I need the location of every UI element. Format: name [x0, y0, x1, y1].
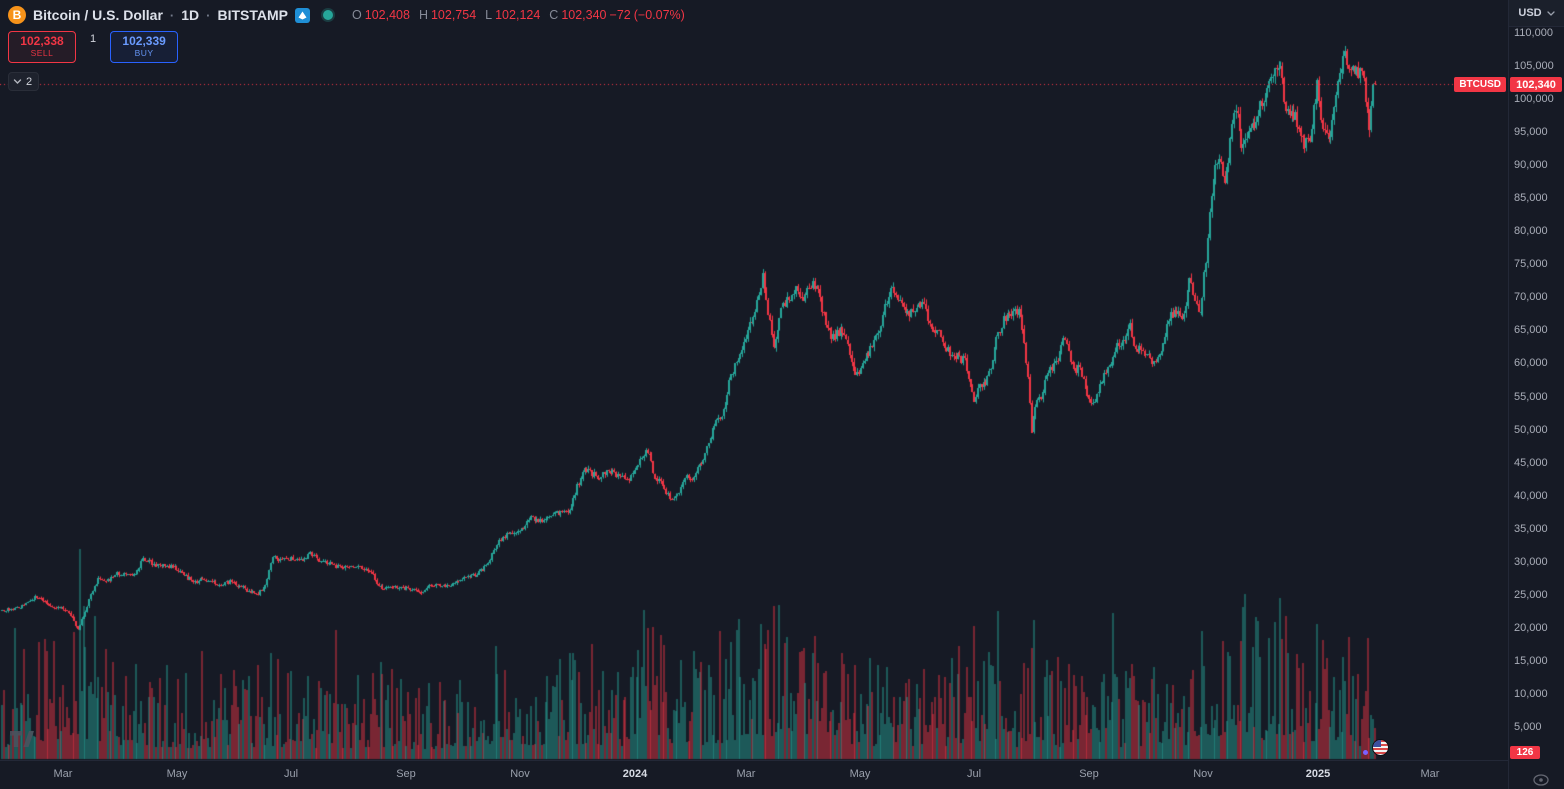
ohlc-low-label: L [485, 8, 493, 22]
time-tick-label: Nov [510, 768, 530, 780]
currency-label: USD [1518, 7, 1542, 19]
flag-blue-field [1373, 740, 1381, 747]
price-tick-label: 95,000 [1514, 126, 1548, 139]
market-status-icon[interactable] [323, 10, 334, 20]
scale-settings-icon[interactable] [1533, 773, 1549, 786]
change-percent: (−0.07%) [633, 8, 685, 22]
price-tick-label: 20,000 [1514, 621, 1548, 634]
time-tick-label: 2024 [622, 768, 648, 780]
price-axis[interactable]: USD 102,340 126 110,000 105,000 100,000 95,… [1508, 0, 1564, 789]
ohlc-readout: O 102,408 H 102,754 L 102,124 C 102,340 … [346, 8, 685, 22]
time-tick-label: Jul [283, 768, 299, 780]
price-tick-label: 5,000 [1514, 721, 1542, 733]
event-flag-icon[interactable] [1372, 739, 1389, 756]
volume-value-label: 126 [1510, 746, 1540, 759]
chevron-down-icon [13, 79, 22, 84]
symbol-title[interactable]: Bitcoin / U.S. Dollar [33, 7, 163, 23]
buy-label: BUY [134, 48, 154, 59]
time-tick-label: Sep [1079, 768, 1099, 780]
sell-label: SELL [30, 48, 54, 59]
price-tick-label: 85,000 [1514, 192, 1548, 205]
time-tick-label: 2025 [1305, 768, 1331, 780]
change-value: −72 [609, 8, 631, 22]
price-tick-label: 60,000 [1514, 357, 1548, 370]
price-tick-label: 25,000 [1514, 588, 1548, 601]
price-tick-label: 80,000 [1514, 225, 1548, 238]
trade-panel: 102,338 SELL 1 102,339 BUY [8, 31, 179, 63]
time-tick-label: May [166, 768, 188, 780]
time-axis[interactable]: Mar May Jul Sep Nov 2024 Mar May Jul Sep Nov 2025 Ma… [0, 760, 1508, 789]
currency-dropdown[interactable]: USD [1509, 0, 1564, 27]
time-tick-label: Mar [53, 768, 73, 780]
separator-dot: · [169, 7, 175, 23]
price-tick-label: 50,000 [1514, 423, 1548, 436]
price-tick-label: 35,000 [1514, 522, 1548, 535]
ohlc-open-label: O [352, 8, 362, 22]
sell-button[interactable]: 102,338 SELL [8, 31, 76, 63]
ohlc-open-value: 102,408 [364, 8, 410, 22]
interval-label[interactable]: 1D [181, 7, 200, 23]
time-tick-label: Mar [736, 768, 756, 780]
spread-value: 1 [90, 33, 97, 45]
price-tick-label: 110,000 [1514, 27, 1553, 39]
time-tick-label: Jul [966, 768, 982, 780]
price-line-symbol-label: BTCUSD [1454, 77, 1506, 92]
price-tick-label: 40,000 [1514, 489, 1548, 502]
chevron-down-icon [1546, 10, 1555, 16]
bitcoin-icon: B [8, 6, 26, 24]
time-tick-label: May [849, 768, 871, 780]
price-tick-label: 65,000 [1514, 324, 1548, 337]
time-tick-label: Mar [1420, 768, 1440, 780]
ohlc-close-label: C [549, 8, 559, 22]
collapse-count: 2 [26, 75, 33, 88]
collapse-legend-button[interactable]: 2 [8, 72, 40, 91]
sell-price: 102,338 [20, 34, 64, 49]
price-tick-label: 105,000 [1514, 60, 1554, 73]
time-tick-label: Nov [1193, 768, 1213, 780]
ohlc-low-value: 102,124 [495, 8, 541, 22]
separator-dot: · [206, 7, 211, 23]
ohlc-high-value: 102,754 [430, 8, 477, 22]
buy-button[interactable]: 102,339 BUY [110, 31, 179, 63]
chart-legend: B Bitcoin / U.S. Dollar · 1D · BITSTAMP … [8, 6, 685, 24]
price-tick-label: 45,000 [1514, 456, 1548, 469]
price-tick-label: 70,000 [1514, 291, 1548, 304]
price-tick-label: 10,000 [1514, 687, 1548, 700]
price-tick-label: 55,000 [1514, 390, 1548, 403]
price-tick-label: 15,000 [1514, 654, 1548, 667]
price-tick-label: 30,000 [1514, 555, 1548, 568]
price-tick-label: 75,000 [1514, 258, 1548, 271]
current-price-label: 102,340 [1510, 77, 1562, 92]
exchange-logo-icon [295, 7, 311, 23]
price-tick-label: 90,000 [1514, 159, 1548, 172]
exchange-label[interactable]: BITSTAMP [217, 7, 289, 23]
ohlc-high-label: H [418, 8, 428, 22]
price-tick-label: 100,000 [1514, 93, 1554, 106]
buy-price: 102,339 [122, 34, 166, 49]
price-chart-canvas[interactable] [0, 0, 1508, 760]
tradingview-logo[interactable] [10, 731, 38, 754]
ohlc-close-value: 102,340 [561, 8, 607, 22]
time-tick-label: Sep [396, 768, 416, 780]
event-marker-dot [1363, 750, 1368, 755]
